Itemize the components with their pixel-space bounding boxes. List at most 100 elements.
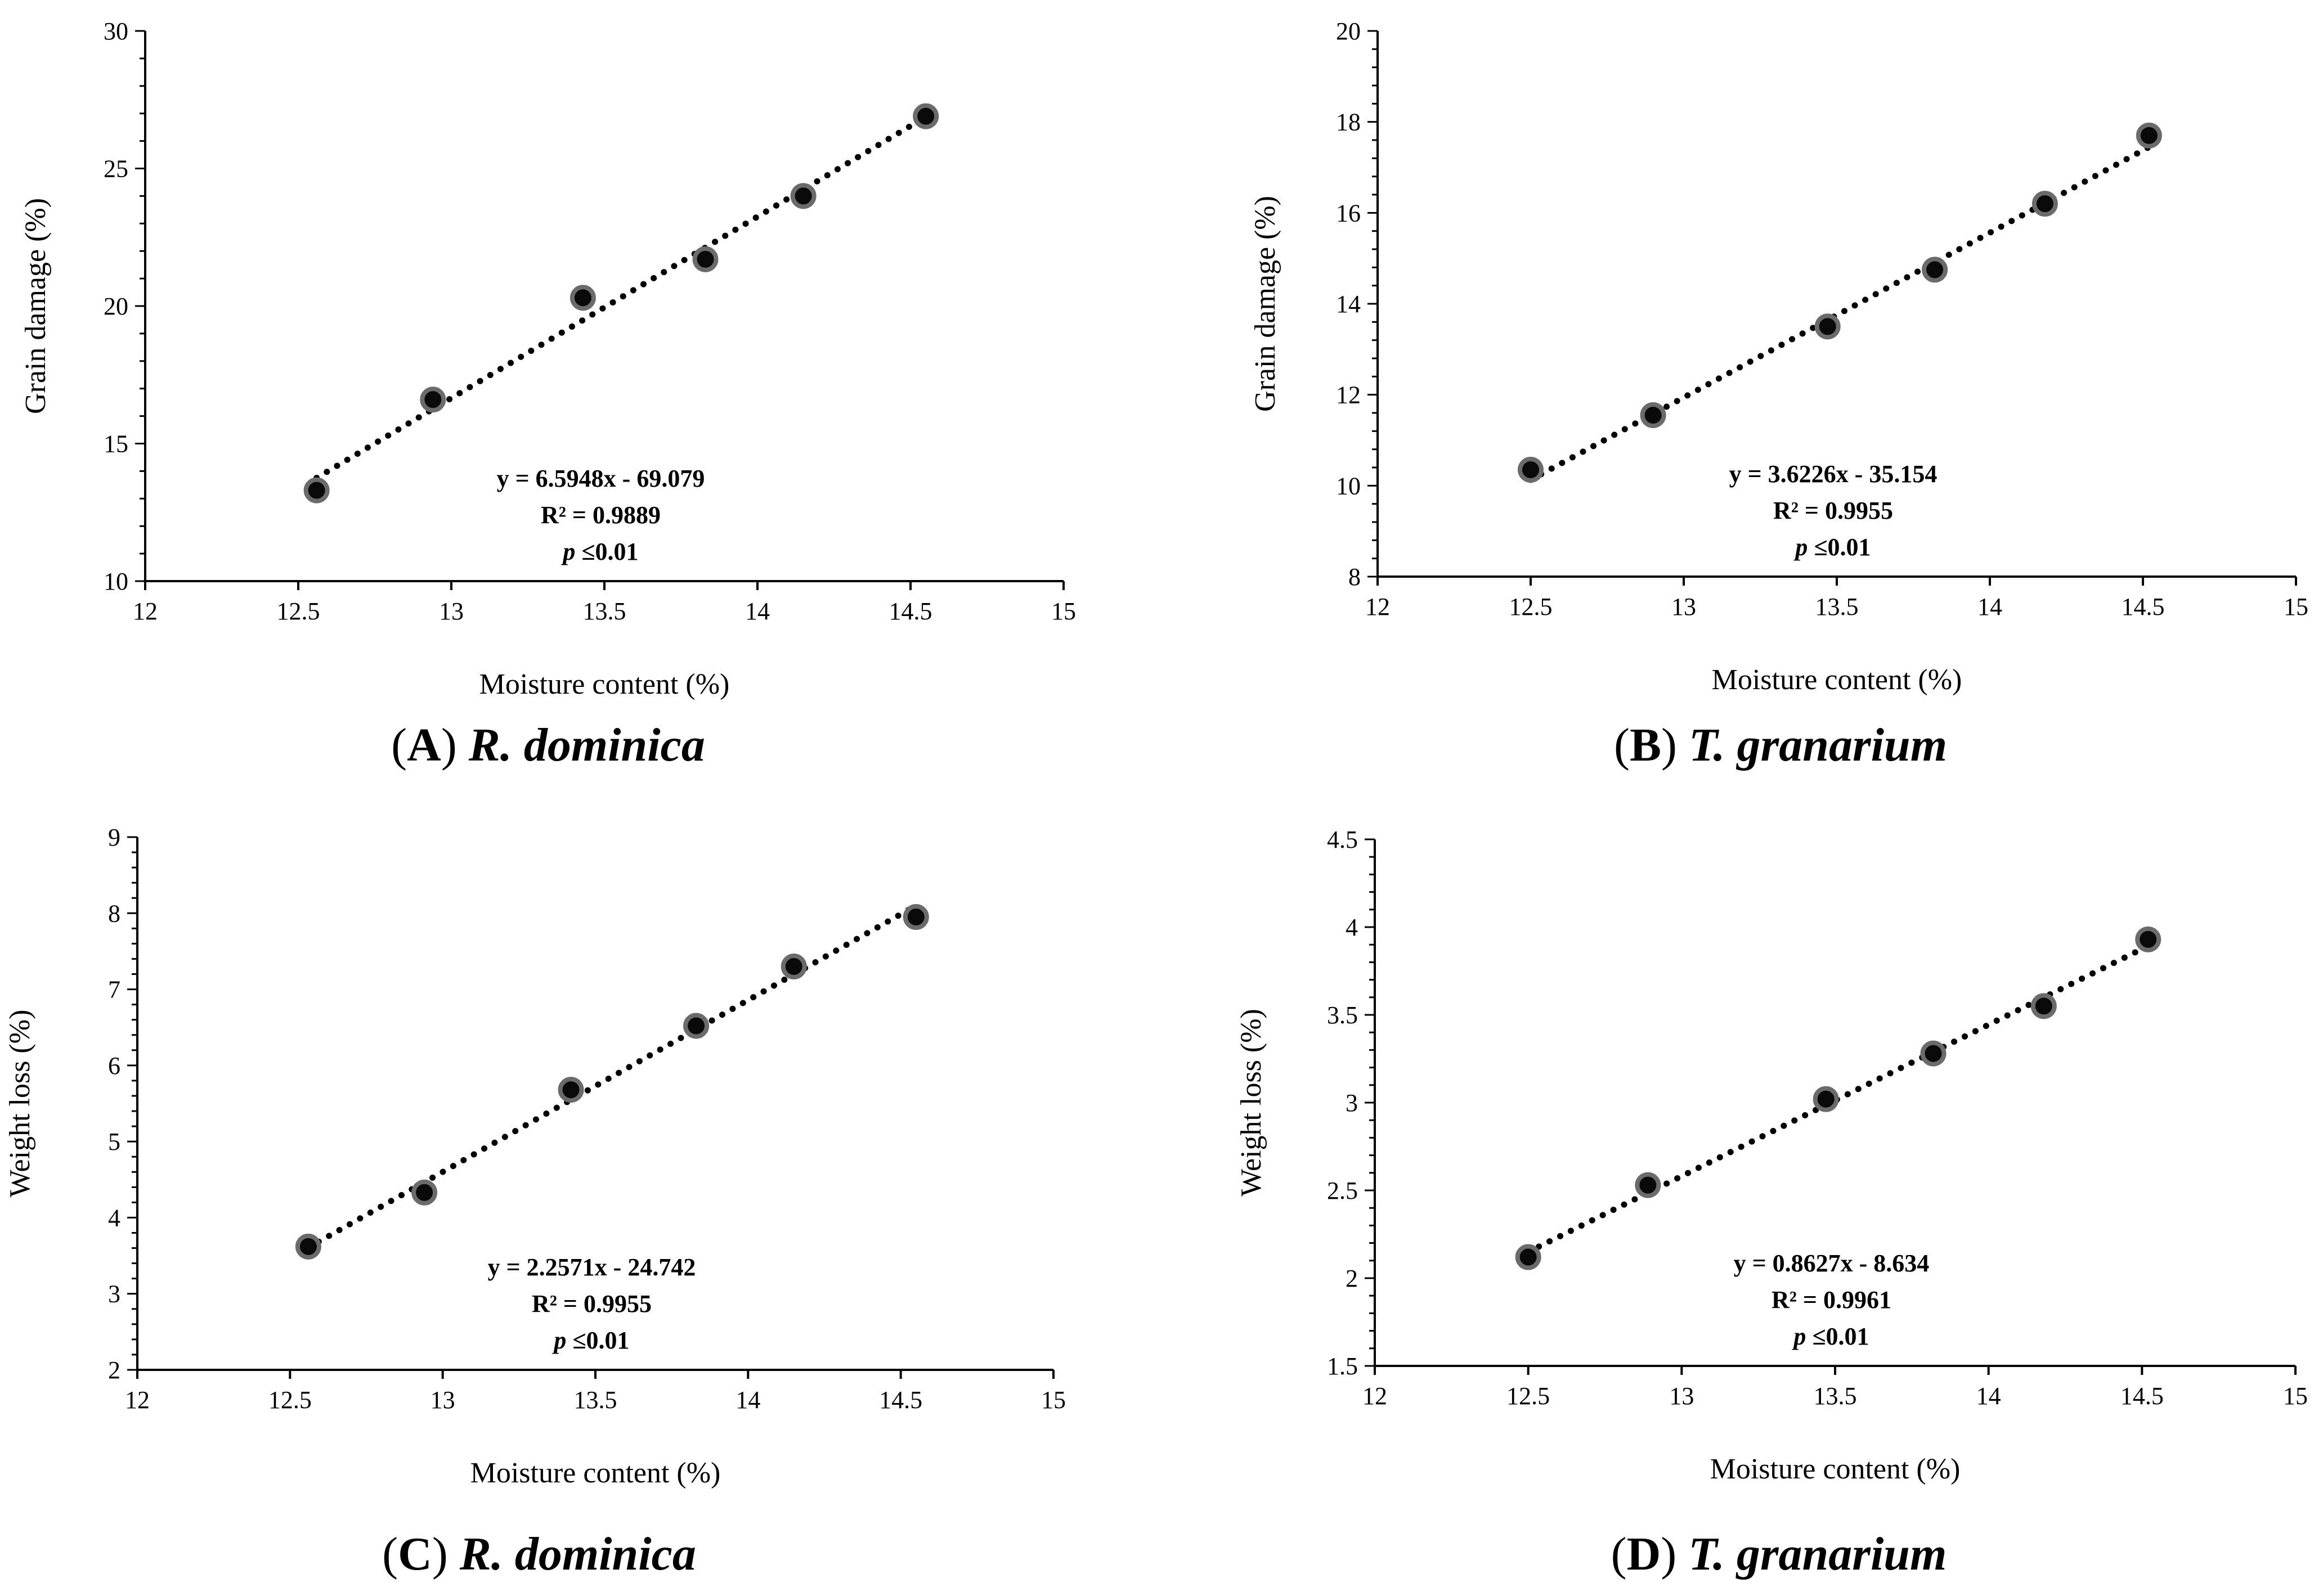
x-axis-title: Moisture content (%) [470,1457,721,1489]
x-tick-label: 14 [1976,1382,2001,1410]
chart-panel-b: 12 12.5 13 13.5 14 14.5 15 8 10 12 14 16 18 20 Moistur… [1249,17,2308,771]
regression-equation: y = 6.5948x - 69.079 [497,465,705,492]
y-axis-title: Weight loss (%) [1235,1009,1267,1197]
p-symbol: p [551,1327,566,1354]
p-symbol: p [1793,533,1808,561]
y-tick-label: 12 [1336,381,1361,409]
panel-caption: (B) T. granarium [1614,719,1947,771]
r-squared-label: R² = 0.9961 [1772,1286,1891,1314]
panel-letter: D [1627,1528,1661,1580]
y-tick-label: 8 [108,900,120,927]
p-value-label: p ≤0.01 [551,1327,629,1354]
data-point [569,285,596,311]
species-name: T. granarium [1688,1528,1947,1580]
x-tick-label: 13.5 [574,1386,617,1414]
x-tick-label: 14 [736,1386,760,1414]
y-tick-label: 2 [108,1356,120,1384]
regression-equation: y = 3.6226x - 35.154 [1729,460,1938,488]
regression-equation: y = 0.8627x - 8.634 [1734,1249,1930,1277]
data-point [692,246,719,272]
x-tick-label: 12 [1365,593,1390,621]
y-tick-label: 2.5 [1327,1177,1358,1204]
y-tick-label: 3 [108,1280,120,1308]
x-tick-label: 14 [745,597,770,625]
x-tick-label: 13 [1671,593,1696,621]
p-threshold: ≤0.01 [566,1327,629,1354]
x-tick-label: 13 [430,1386,455,1414]
y-tick-label: 1.5 [1327,1352,1358,1380]
r-squared-label: R² = 0.9955 [1773,497,1893,524]
x-tick-label: 14.5 [889,597,932,625]
y-tick-label: 20 [104,293,128,320]
y-axis-title: Grain damage (%) [20,198,52,414]
x-axis-title: Moisture content (%) [1712,664,1962,696]
x-tick-label: 12.5 [1509,593,1553,621]
regression-equation: y = 2.2571x - 24.742 [488,1253,696,1281]
data-point [1920,1040,1947,1067]
data-point [1813,1086,1839,1112]
chart-panel-a: 12 12.5 13 13.5 14 14.5 15 10 15 20 25 30 Moisture c… [20,17,1076,771]
p-value-label: p ≤0.01 [1793,533,1871,561]
data-point [1640,402,1666,429]
x-tick-label: 12.5 [277,597,320,625]
x-tick-label: 12.5 [1506,1382,1550,1410]
y-tick-label: 4 [108,1204,120,1231]
data-point [411,1179,438,1206]
x-tick-label: 13.5 [583,597,626,625]
data-point [2030,993,2057,1019]
x-tick-label: 14.5 [879,1386,922,1414]
y-tick-label: 15 [104,430,128,458]
data-point [781,953,807,979]
panel-caption: (D) T. granarium [1611,1528,1947,1580]
y-tick-label: 16 [1336,199,1361,227]
x-tick-label: 14.5 [2122,593,2165,621]
x-tick-label: 13.5 [1814,1382,1857,1410]
trendline [305,902,920,1251]
y-tick-label: 4.5 [1327,826,1358,853]
y-tick-label: 2 [1346,1265,1358,1292]
x-tick-label: 13 [439,597,464,625]
x-tick-label: 12 [125,1386,150,1414]
trendline [313,114,929,482]
panel-letter: C [398,1528,432,1580]
p-symbol: p [560,538,575,565]
panel-caption: (A) R. dominica [391,719,705,771]
data-point [2031,191,2058,217]
x-tick-label: 15 [2284,593,2308,621]
y-tick-label: 4 [1346,914,1358,941]
y-tick-label: 30 [104,17,128,45]
y-axis-title: Grain damage (%) [1249,196,1281,412]
p-threshold: ≤0.01 [1808,533,1871,561]
y-tick-label: 10 [104,568,128,595]
p-threshold: ≤0.01 [1806,1323,1869,1350]
y-tick-label: 10 [1336,472,1361,500]
data-point [1635,1172,1661,1198]
data-point [2135,926,2161,952]
species-name: R. dominica [468,719,705,771]
p-value-label: p ≤0.01 [560,538,638,565]
chart-panel-c: 12 12.5 13 13.5 14 14.5 15 2 3 4 5 6 7 8 9 Moisture con… [4,824,1066,1580]
data-point [1515,1244,1541,1270]
x-tick-label: 13 [1669,1382,1694,1410]
y-tick-label: 9 [108,824,120,851]
chart-panel-d: 12 12.5 13 13.5 14 14.5 15 1.5 2 2.5 3 3.5 4 4.5 Moist… [1235,826,2308,1580]
panel-caption: (C) R. dominica [382,1528,696,1580]
x-tick-label: 14.5 [2120,1382,2164,1410]
data-point [1518,457,1544,483]
trendline [1527,143,2152,483]
data-point [903,904,929,930]
species-name: R. dominica [459,1528,696,1580]
data-point [558,1077,584,1103]
y-tick-label: 20 [1336,17,1361,45]
y-tick-label: 18 [1336,109,1361,136]
x-tick-label: 12.5 [268,1386,312,1414]
p-value-label: p ≤0.01 [1791,1323,1869,1350]
r-squared-label: R² = 0.9889 [541,501,661,529]
panel-letter: A [407,719,441,771]
x-tick-label: 12 [133,597,158,625]
data-point [1922,257,1948,283]
data-point [295,1233,321,1260]
y-axis-title: Weight loss (%) [4,1010,36,1198]
y-tick-label: 14 [1336,290,1361,318]
